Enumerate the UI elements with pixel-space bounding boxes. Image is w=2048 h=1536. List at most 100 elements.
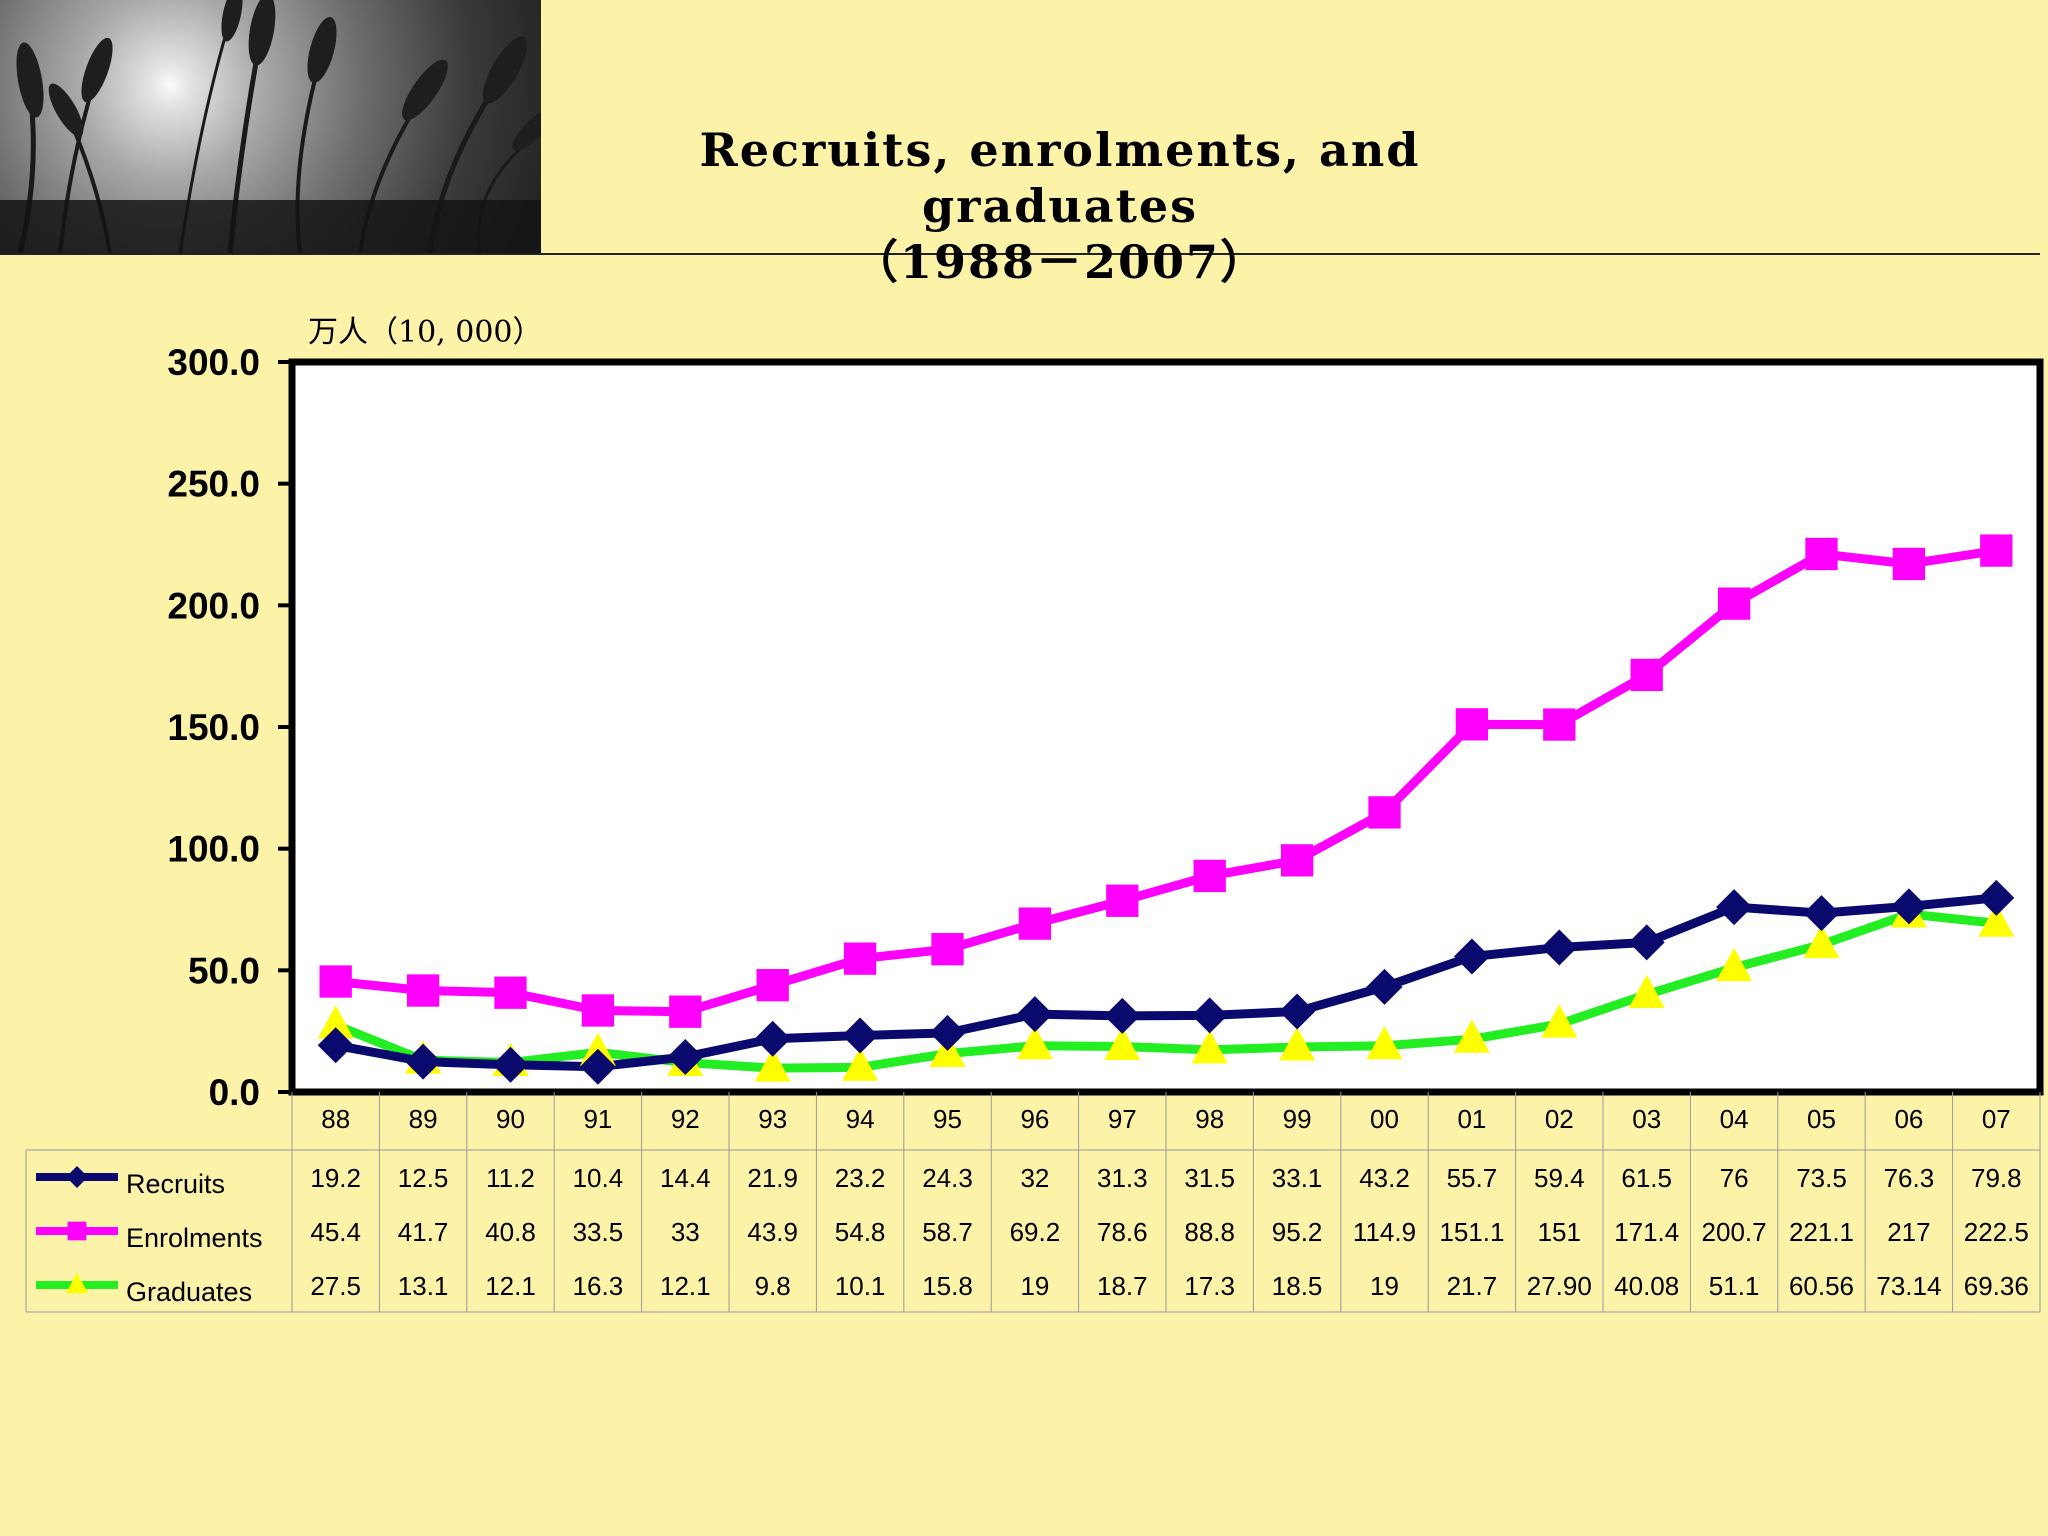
data-table-cell: 27.90: [1527, 1271, 1592, 1301]
data-table-cell: 24.3: [922, 1163, 973, 1193]
data-table-cell: 10.4: [573, 1163, 624, 1193]
y-tick-label: 0.0: [209, 1072, 260, 1113]
data-table-cell: 16.3: [573, 1271, 624, 1301]
data-table-cell: 171.4: [1614, 1217, 1679, 1247]
data-table-cell: 221.1: [1789, 1217, 1854, 1247]
data-point-enrolments: [1455, 708, 1489, 741]
x-tick-label: 91: [583, 1104, 612, 1134]
data-point-graduates: [1978, 903, 2015, 937]
x-tick-label: 95: [933, 1104, 962, 1134]
legend-marker-enrolments: [67, 1221, 87, 1241]
chart-title: Recruits, enrolments, and graduates （198…: [560, 122, 1560, 290]
data-point-recruits: [1803, 895, 1840, 932]
data-point-recruits: [929, 1014, 966, 1051]
x-tick-label: 88: [321, 1104, 350, 1134]
data-table-cell: 43.9: [747, 1217, 798, 1247]
x-tick-label: 97: [1108, 1104, 1137, 1134]
data-point-graduates: [317, 1005, 354, 1039]
data-table-cell: 79.8: [1971, 1163, 2022, 1193]
data-point-enrolments: [1805, 537, 1838, 571]
data-point-recruits: [842, 1017, 879, 1054]
data-point-graduates: [1191, 1030, 1228, 1064]
data-table-cell: 15.8: [922, 1271, 973, 1301]
data-table-cell: 13.1: [398, 1271, 449, 1301]
data-table-cell: 88.8: [1184, 1217, 1235, 1247]
series-line-graduates: [334, 909, 1997, 1073]
data-point-enrolments: [581, 994, 615, 1027]
data-point-recruits: [1366, 968, 1403, 1005]
x-tick-label: 01: [1457, 1104, 1486, 1134]
data-table-cell: 11.2: [486, 1163, 535, 1193]
data-table-cell: 95.2: [1272, 1217, 1323, 1247]
data-table-cell: 17.3: [1184, 1271, 1235, 1301]
header-divider: [0, 253, 2040, 255]
data-table-cell: 222.5: [1964, 1217, 2029, 1247]
data-point-graduates: [1104, 1026, 1141, 1060]
data-table-cell: 14.4: [660, 1163, 711, 1193]
x-tick-label: 03: [1632, 1104, 1661, 1134]
data-table-cell: 61.5: [1621, 1163, 1672, 1193]
data-point-recruits: [1541, 929, 1578, 966]
x-tick-label: 06: [1894, 1104, 1923, 1134]
data-table-cell: 51.1: [1709, 1271, 1760, 1301]
x-tick-label: 07: [1982, 1104, 2011, 1134]
data-point-graduates: [754, 1048, 791, 1082]
data-point-graduates: [1279, 1027, 1316, 1061]
data-point-recruits: [1628, 924, 1665, 961]
data-point-recruits: [405, 1043, 442, 1080]
legend-marker-graduates: [66, 1272, 88, 1294]
data-point-enrolments: [1368, 796, 1401, 829]
data-point-enrolments: [756, 969, 789, 1002]
data-point-recruits: [1016, 996, 1053, 1033]
data-table-cell: 33.5: [573, 1217, 624, 1247]
data-table-cell: 23.2: [835, 1163, 886, 1193]
data-point-enrolments: [669, 995, 702, 1028]
data-point-recruits: [1191, 997, 1228, 1034]
data-table-cell: 151: [1538, 1217, 1581, 1247]
data-table-cell: 78.6: [1097, 1217, 1148, 1247]
data-point-enrolments: [1280, 844, 1314, 877]
data-table-cell: 217: [1887, 1217, 1930, 1247]
data-table-cell: 45.4: [310, 1217, 361, 1247]
legend-label-enrolments: Enrolments: [126, 1223, 263, 1253]
y-unit-label: 万人（10, 000）: [308, 315, 543, 350]
data-point-enrolments: [931, 933, 964, 966]
data-point-enrolments: [1717, 587, 1751, 620]
data-point-enrolments: [1018, 907, 1052, 940]
data-table-cell: 43.2: [1359, 1163, 1410, 1193]
data-table-cell: 40.08: [1614, 1271, 1679, 1301]
x-tick-label: 89: [409, 1104, 438, 1134]
data-table-cell: 12.1: [660, 1271, 711, 1301]
data-point-graduates: [842, 1047, 879, 1081]
data-table-cell: 31.3: [1097, 1163, 1148, 1193]
data-point-recruits: [754, 1020, 791, 1057]
data-point-enrolments: [406, 974, 440, 1007]
data-table-cell: 9.8: [755, 1271, 791, 1301]
data-table-cell: 10.1: [835, 1271, 886, 1301]
data-point-graduates: [1803, 924, 1840, 959]
data-table-cell: 114.9: [1353, 1217, 1416, 1247]
data-table-cell: 19: [1370, 1271, 1399, 1301]
data-table-cell: 18.5: [1272, 1271, 1323, 1301]
y-tick-label: 50.0: [188, 950, 260, 991]
data-table-cell: 21.7: [1447, 1271, 1498, 1301]
x-tick-label: 94: [846, 1104, 875, 1134]
data-table-cell: 69.36: [1964, 1271, 2029, 1301]
data-table-cell: 69.2: [1010, 1217, 1061, 1247]
data-table-cell: 58.7: [922, 1217, 973, 1247]
data-point-recruits: [1104, 997, 1141, 1034]
data-table-cell: 18.7: [1097, 1271, 1148, 1301]
data-point-enrolments: [1543, 708, 1576, 741]
data-table-cell: 73.14: [1876, 1271, 1941, 1301]
legend-label-graduates: Graduates: [126, 1277, 252, 1307]
data-table-cell: 32: [1020, 1163, 1049, 1193]
chart-title-line-2: （1988－2007）: [851, 235, 1269, 289]
x-tick-label: 92: [671, 1104, 700, 1134]
data-point-recruits: [667, 1038, 704, 1075]
data-point-recruits: [1453, 938, 1490, 975]
wheat-field-photo: [0, 0, 541, 254]
data-point-enrolments: [1892, 547, 1926, 581]
y-tick-label: 200.0: [167, 585, 260, 626]
data-table-cell: 73.5: [1796, 1163, 1847, 1193]
